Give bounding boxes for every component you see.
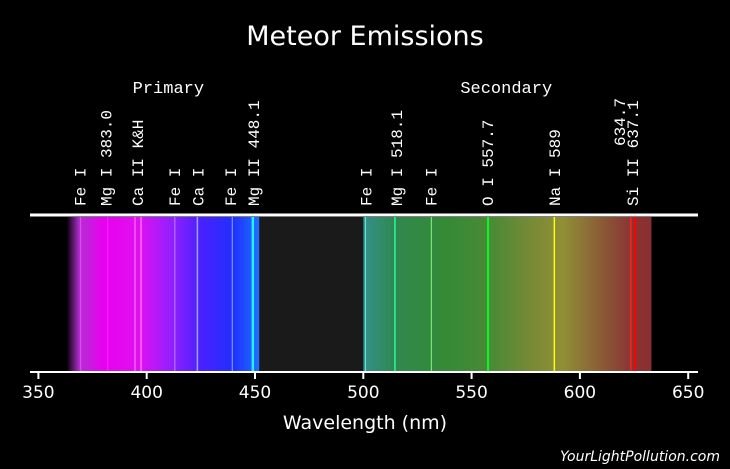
line-label: Ca II K&H — [130, 120, 148, 206]
line-label: Mg I 383.0 — [99, 110, 117, 206]
spectrum-bands — [66, 217, 652, 371]
x-tick-label: 450 — [239, 383, 271, 403]
line-label: Fe I — [424, 168, 442, 206]
chart-title: Meteor Emissions — [246, 21, 484, 52]
x-tick-label: 650 — [672, 383, 704, 403]
line-label: Fe I — [359, 168, 377, 206]
group-label: Secondary — [460, 80, 552, 99]
spectrum-band — [259, 217, 364, 371]
x-axis-ticks: 350 400 450 500 550 600 650 — [22, 372, 704, 403]
line-label: Fe I — [167, 168, 185, 206]
line-labels: Fe I Mg I 383.0 Ca II K&H Fe I Ca I Fe I Mg II… — [73, 98, 643, 206]
line-label: Fe I — [223, 168, 241, 206]
line-label: 634.7 — [612, 98, 630, 146]
line-label: Mg I 518.1 — [389, 110, 407, 206]
watermark: YourLightPollution.com — [560, 449, 720, 465]
group-labels: Primary Secondary — [133, 80, 553, 99]
x-tick-label: 550 — [455, 383, 487, 403]
x-tick-label: 600 — [564, 383, 596, 403]
x-tick-label: 500 — [347, 383, 379, 403]
x-tick-label: 400 — [130, 383, 162, 403]
spectrum-band — [363, 217, 652, 371]
emission-lines — [80, 217, 637, 371]
x-axis-label: Wavelength (nm) — [283, 412, 447, 434]
line-label: O I 557.7 — [480, 120, 498, 206]
line-label: Na I 589 — [547, 129, 565, 206]
group-label: Primary — [133, 80, 204, 99]
x-tick-label: 350 — [22, 383, 54, 403]
line-label: Mg II 448.1 — [246, 100, 264, 206]
line-label: Fe I — [73, 168, 91, 206]
spectrum-band — [66, 217, 260, 371]
line-label: Ca I — [190, 168, 208, 206]
line-label: Si II 637.1 — [625, 100, 643, 206]
